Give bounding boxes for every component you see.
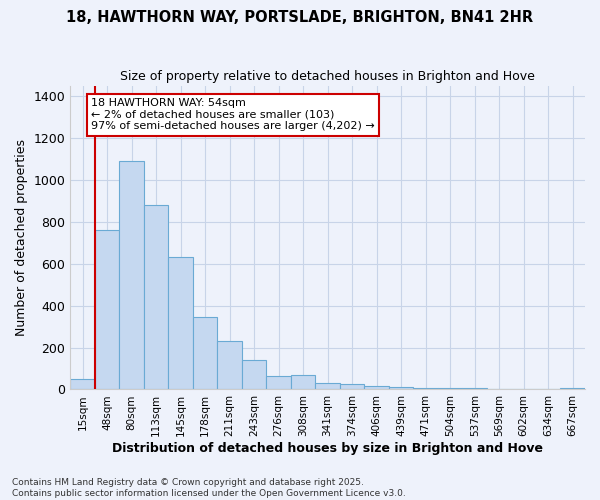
Title: Size of property relative to detached houses in Brighton and Hove: Size of property relative to detached ho… xyxy=(120,70,535,83)
Bar xyxy=(242,360,266,390)
Bar xyxy=(364,386,389,390)
Bar xyxy=(193,317,217,390)
Bar xyxy=(340,384,364,390)
Bar xyxy=(95,230,119,390)
Bar xyxy=(560,388,585,390)
Bar xyxy=(316,383,340,390)
Bar xyxy=(217,342,242,390)
Bar xyxy=(144,205,169,390)
Text: 18, HAWTHORN WAY, PORTSLADE, BRIGHTON, BN41 2HR: 18, HAWTHORN WAY, PORTSLADE, BRIGHTON, B… xyxy=(67,10,533,25)
Y-axis label: Number of detached properties: Number of detached properties xyxy=(15,139,28,336)
Bar xyxy=(463,388,487,390)
Bar xyxy=(389,387,413,390)
Bar xyxy=(487,389,511,390)
Bar xyxy=(169,258,193,390)
Bar xyxy=(119,161,144,390)
Bar xyxy=(438,388,463,390)
Text: 18 HAWTHORN WAY: 54sqm
← 2% of detached houses are smaller (103)
97% of semi-det: 18 HAWTHORN WAY: 54sqm ← 2% of detached … xyxy=(91,98,375,132)
X-axis label: Distribution of detached houses by size in Brighton and Hove: Distribution of detached houses by size … xyxy=(112,442,543,455)
Bar xyxy=(291,375,316,390)
Text: Contains HM Land Registry data © Crown copyright and database right 2025.
Contai: Contains HM Land Registry data © Crown c… xyxy=(12,478,406,498)
Bar xyxy=(266,376,291,390)
Bar xyxy=(413,388,438,390)
Bar xyxy=(70,379,95,390)
